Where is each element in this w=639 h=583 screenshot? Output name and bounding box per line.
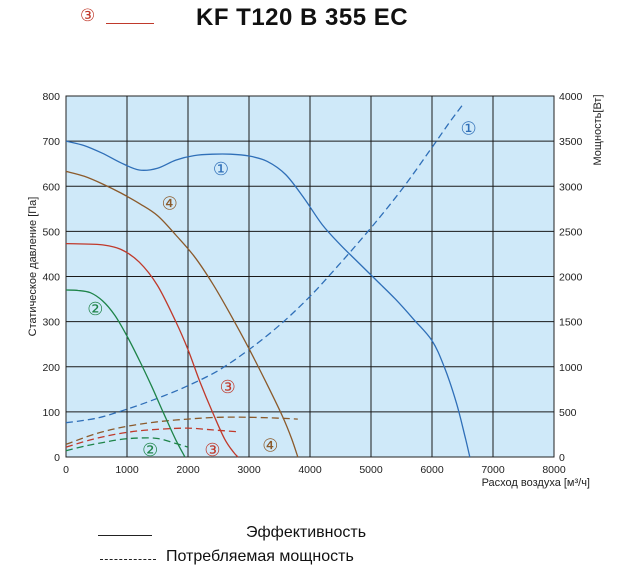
series-label: ② bbox=[87, 299, 103, 320]
y-tick-label: 300 bbox=[42, 317, 60, 329]
ticks-layer: 0 1000 2000 3000 4000 5000 6000 7000 80000100200… bbox=[42, 91, 582, 476]
series-line-pressure bbox=[65, 170, 299, 458]
x-tick-label: 7000 bbox=[481, 464, 505, 476]
y-tick-label: 800 bbox=[42, 91, 60, 103]
series-label: ② bbox=[142, 440, 158, 461]
series-label: ④ bbox=[262, 435, 278, 456]
series-label: ④ bbox=[162, 193, 178, 214]
x-tick-label: 2000 bbox=[176, 464, 200, 476]
legend-dashed-sample bbox=[100, 559, 156, 560]
labels-layer: ① ① ④ ④ ③ ③ ② ② bbox=[87, 118, 476, 461]
y2-axis-label: Мощность[Вт] bbox=[592, 94, 604, 165]
series-line-power bbox=[65, 427, 237, 448]
series-line-pressure bbox=[65, 289, 186, 458]
x-tick-label: 1000 bbox=[115, 464, 139, 476]
x-tick-label: 4000 bbox=[298, 464, 322, 476]
y-tick-label: 600 bbox=[42, 181, 60, 193]
header-marker-line bbox=[106, 23, 154, 24]
y2-tick-label: 1500 bbox=[559, 317, 583, 329]
series-label: ① bbox=[461, 118, 477, 139]
series-line-pressure bbox=[65, 140, 471, 458]
y-tick-label: 700 bbox=[42, 136, 60, 148]
series-layer bbox=[65, 104, 471, 458]
series-label: ① bbox=[213, 159, 229, 180]
legend-efficiency-label: Эффективность bbox=[246, 524, 367, 541]
legend: Эффективность Потребляемая мощность bbox=[96, 520, 516, 576]
y-axis-label: Статическое давление [Па] bbox=[27, 197, 39, 337]
legend-efficiency: Эффективность bbox=[96, 524, 516, 544]
y-tick-label: 100 bbox=[42, 407, 60, 419]
series-label: ③ bbox=[204, 440, 220, 461]
y2-tick-label: 3000 bbox=[559, 181, 583, 193]
series-label: ③ bbox=[220, 377, 236, 398]
legend-solid-sample bbox=[98, 535, 152, 536]
page-title: KF T120 B 355 EC bbox=[196, 4, 409, 31]
series-line-power bbox=[65, 104, 464, 424]
x-tick-label: 8000 bbox=[542, 464, 566, 476]
y-tick-label: 400 bbox=[42, 272, 60, 284]
legend-power-label: Потребляемая мощность bbox=[166, 548, 354, 565]
y2-tick-label: 3500 bbox=[559, 136, 583, 148]
series-line-power bbox=[65, 437, 189, 452]
y-tick-label: 500 bbox=[42, 226, 60, 238]
x-tick-label: 3000 bbox=[237, 464, 261, 476]
x-tick-label: 6000 bbox=[420, 464, 444, 476]
y2-tick-label: 4000 bbox=[559, 91, 583, 103]
y-tick-label: 200 bbox=[42, 362, 60, 374]
x-tick-label: 5000 bbox=[359, 464, 383, 476]
grid bbox=[66, 96, 554, 457]
header-marker-number: ③ bbox=[80, 6, 96, 26]
series-line-power bbox=[65, 416, 298, 446]
y2-tick-label: 2500 bbox=[559, 226, 583, 238]
series-line-pressure bbox=[65, 242, 239, 458]
y2-tick-label: 0 bbox=[559, 452, 565, 464]
y2-tick-label: 1000 bbox=[559, 362, 583, 374]
x-tick-label: 0 bbox=[63, 464, 69, 476]
legend-power: Потребляемая мощность bbox=[96, 548, 516, 568]
x-axis-label: Расход воздуха [м³/ч] bbox=[482, 477, 590, 489]
header-series-marker: ③ bbox=[66, 6, 156, 28]
y2-tick-label: 500 bbox=[559, 407, 577, 419]
y2-tick-label: 2000 bbox=[559, 272, 583, 284]
y-tick-label: 0 bbox=[54, 452, 60, 464]
